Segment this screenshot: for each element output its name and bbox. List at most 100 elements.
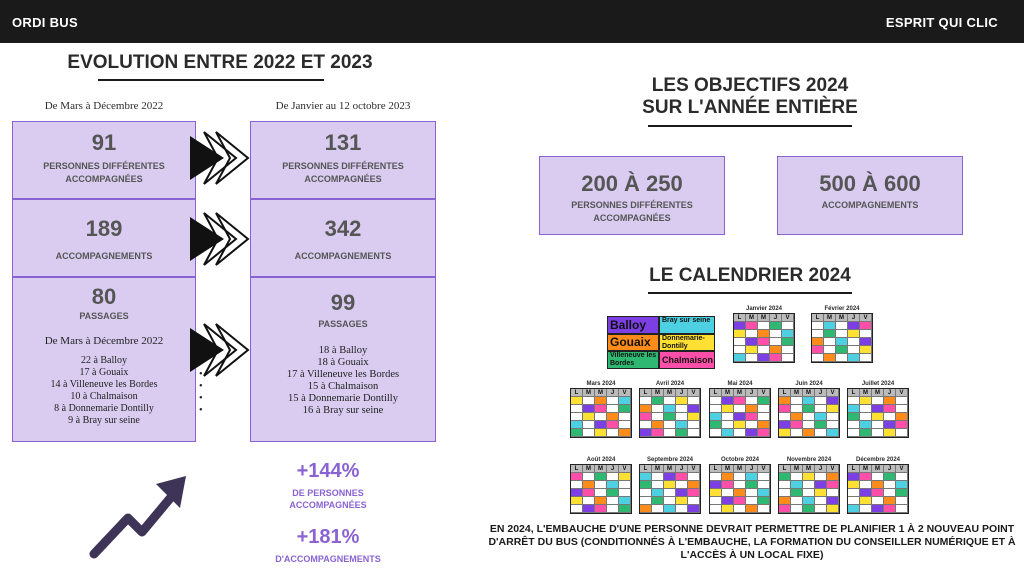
calendar-day-cell: [860, 473, 872, 481]
list-item: 17 à Villeneuve les Bordes: [199, 369, 435, 381]
calendar-day-cell: [619, 429, 631, 437]
calendar-day-cell: [583, 481, 595, 489]
calendar-day-cell: [619, 405, 631, 413]
calendar-day-cell: [595, 489, 607, 497]
list-item: 17 à Gouaix: [13, 367, 195, 379]
calendar-day-cell: [827, 429, 839, 437]
calendar-day-cell: [848, 497, 860, 505]
calendar-day-header: V: [688, 389, 700, 397]
calendar-day-cell: [791, 405, 803, 413]
stat-value: 342: [324, 216, 362, 241]
list-item: 18 à Gouaix: [199, 357, 435, 369]
calendar-day-cell: [676, 497, 688, 505]
calendar-day-cell: [779, 497, 791, 505]
calendar-day-cell: [827, 497, 839, 505]
calendar-day-cell: [791, 481, 803, 489]
calendar-day-cell: [758, 505, 770, 513]
calendar-day-cell: [758, 473, 770, 481]
calendar-day-header: L: [571, 389, 583, 397]
calendar-day-header: L: [640, 389, 652, 397]
calendar-day-cell: [812, 330, 824, 338]
calendar-day-header: M: [860, 389, 872, 397]
calendar-day-header: V: [860, 314, 872, 322]
calendar-day-cell: [607, 489, 619, 497]
calendar-day-header: M: [583, 465, 595, 473]
calendar-day-header: V: [688, 465, 700, 473]
legend-bray: Bray sur seine: [659, 316, 715, 334]
calendar-day-cell: [848, 473, 860, 481]
calendar-day-cell: [652, 413, 664, 421]
calendar-day-header: V: [827, 389, 839, 397]
calendar-day-cell: [710, 497, 722, 505]
calendar-day-header: M: [722, 465, 734, 473]
calendar-day-cell: [571, 489, 583, 497]
calendar-day-cell: [884, 497, 896, 505]
calendar-day-header: V: [619, 389, 631, 397]
calendar-day-cell: [782, 330, 794, 338]
calendar-day-cell: [688, 505, 700, 513]
calendar-day-cell: [791, 497, 803, 505]
calendar-day-header: L: [848, 389, 860, 397]
calendar-day-header: V: [896, 465, 908, 473]
calendar-day-cell: [827, 421, 839, 429]
objective-label: PERSONNES DIFFÉRENTES: [571, 200, 693, 210]
calendar-day-cell: [884, 405, 896, 413]
calendar-day-cell: [676, 489, 688, 497]
list-item: 18 à Balloy: [199, 345, 435, 357]
calendar-day-cell: [848, 429, 860, 437]
calendar-day-cell: [722, 397, 734, 405]
stat-label: PASSAGES: [318, 319, 368, 329]
calendar-day-header: M: [652, 389, 664, 397]
calendar-day-header: L: [779, 389, 791, 397]
calendar-month: Août 2024 L M M J V: [570, 456, 632, 514]
calendar-day-cell: [860, 481, 872, 489]
calendar-month-title: Juillet 2024: [861, 381, 895, 387]
calendar-day-header: J: [676, 389, 688, 397]
calendar-day-cell: [583, 489, 595, 497]
calendar-day-cell: [827, 413, 839, 421]
calendar-day-cell: [884, 489, 896, 497]
calendar-day-header: L: [848, 465, 860, 473]
calendar-day-cell: [803, 505, 815, 513]
calendar-day-cell: [734, 322, 746, 330]
calendar-day-cell: [734, 429, 746, 437]
calendar-month-title: Avril 2024: [655, 381, 685, 387]
calendar-day-header: J: [884, 465, 896, 473]
calendar-day-cell: [848, 346, 860, 354]
calendar-day-header: M: [803, 389, 815, 397]
calendar-month: Mars 2024 L M M J V: [570, 380, 632, 438]
stat-box-2023-accompaniments: 342 ACCOMPAGNEMENTS: [250, 199, 436, 277]
calendar-day-cell: [791, 473, 803, 481]
stat-label: ACCOMPAGNEMENTS: [55, 251, 153, 261]
calendar-day-cell: [619, 489, 631, 497]
objectives-rule: [648, 125, 852, 127]
calendar-day-cell: [734, 505, 746, 513]
calendar-day-header: M: [595, 389, 607, 397]
calendar-day-cell: [688, 473, 700, 481]
calendar-day-header: M: [583, 389, 595, 397]
calendar-legend: Balloy Bray sur seine Gouaix Donnemarie-…: [607, 316, 715, 369]
stat-subtitle: De Mars à Décembre 2022: [44, 335, 164, 347]
calendar-month: Avril 2024 L M M J V: [639, 380, 701, 438]
calendar-day-cell: [571, 497, 583, 505]
calendar-day-header: J: [884, 389, 896, 397]
chevron-arrow-icon: [190, 131, 250, 185]
calendar-day-header: V: [758, 389, 770, 397]
calendar-day-cell: [782, 322, 794, 330]
calendar-day-cell: [619, 421, 631, 429]
list-item: 15 à Chalmaison: [199, 381, 435, 393]
calendar-day-cell: [652, 481, 664, 489]
calendar-day-cell: [827, 505, 839, 513]
calendar-day-cell: [734, 473, 746, 481]
calendar-day-cell: [836, 338, 848, 346]
calendar-day-cell: [664, 473, 676, 481]
calendar-note: EN 2024, L'EMBAUCHE D'UNE PERSONNE DEVRA…: [488, 523, 1016, 561]
calendar-day-cell: [652, 489, 664, 497]
calendar-month: Juillet 2024 L M M J V: [847, 380, 909, 438]
calendar-day-cell: [595, 497, 607, 505]
calendar-day-cell: [583, 497, 595, 505]
calendar-day-cell: [815, 413, 827, 421]
calendar-day-header: J: [815, 465, 827, 473]
calendar-day-cell: [791, 421, 803, 429]
calendar-day-cell: [860, 497, 872, 505]
